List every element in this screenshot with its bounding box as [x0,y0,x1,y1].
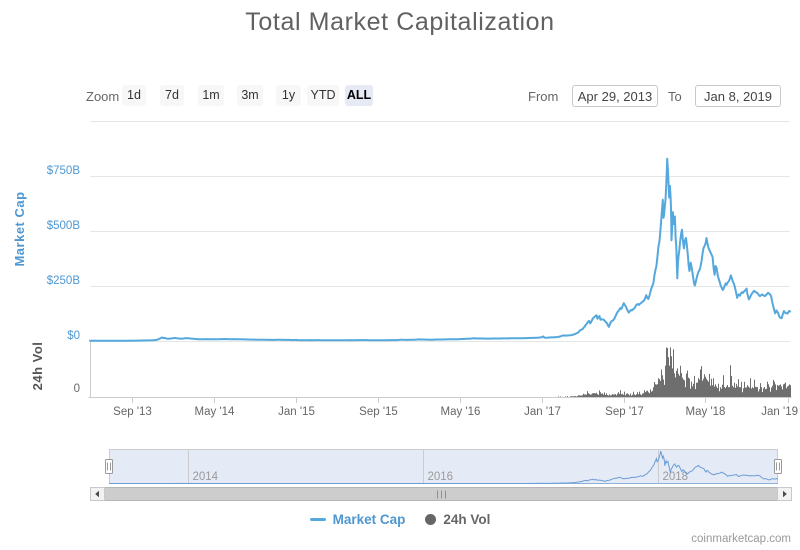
legend-item-market-cap[interactable]: Market Cap [309,512,406,527]
legend: Market Cap 24h Vol [0,512,800,527]
navigator-year-label: 2018 [663,471,689,483]
from-label: From [528,89,559,104]
zoom-button-1y[interactable]: 1y [276,85,301,106]
zoom-button-ytd[interactable]: YTD [307,85,339,106]
scrollbar-arrow-right-icon [783,490,787,498]
y-axis-label: 0 [74,383,80,395]
x-axis-label: Jan '17 [524,406,561,418]
y-axis-title-volume: 24h Vol [30,342,45,391]
x-axis-label: Sep '13 [113,406,152,418]
zoom-label: Zoom [86,89,120,104]
zoom-button-1d[interactable]: 1d [122,85,146,106]
from-date-input[interactable] [572,85,658,107]
y-axis-label: $0 [67,330,80,342]
x-axis-label: May '14 [195,406,236,418]
volume-bars [558,347,791,397]
y-axis-label: $250B [47,275,81,287]
to-label: To [668,89,682,104]
to-date-input[interactable] [695,85,781,107]
handle-grip-icon [774,459,782,474]
navigator-handle-left[interactable] [105,459,113,474]
navigator-year-label: 2016 [428,471,454,483]
x-axis-label: May '18 [686,406,726,418]
x-axis-label: Sep '15 [359,406,398,418]
x-axis-label: May '16 [441,406,481,418]
x-axis-label: Jan '19 [761,406,798,418]
y-axis-title-market-cap: Market Cap [12,191,27,266]
x-axis-label: Sep '17 [605,406,644,418]
navigator-year-label: 2014 [193,471,219,483]
navigator-handle-right[interactable] [774,459,782,474]
zoom-button-3m[interactable]: 3m [237,85,263,106]
zoom-button-all[interactable]: ALL [345,85,373,106]
y-axis-volume: 0 [74,383,80,395]
legend-label-24h-vol: 24h Vol [443,512,491,527]
zoom-button-7d[interactable]: 7d [160,85,184,106]
x-axis-label: Jan '15 [278,406,315,418]
y-axis-label: $750B [47,165,81,177]
chart-title: Total Market Capitalization [245,8,555,36]
y-axis-market-cap: $0 $250B $500B $750B [47,165,81,342]
handle-grip-icon [105,459,113,474]
line-marker-icon [309,518,326,521]
credits-link[interactable]: coinmarketcap.com [691,533,791,545]
zoom-button-1m[interactable]: 1m [198,85,224,106]
legend-item-24h-vol[interactable]: 24h Vol [425,512,490,527]
circle-marker-icon [425,514,437,525]
navigator-line [109,450,779,485]
navigator-mask[interactable] [109,449,778,484]
scrollbar [90,487,792,501]
navigator: 2014 2016 2018 [105,449,782,485]
y-axis-label: $500B [47,220,81,232]
gridlines [90,121,790,342]
scrollbar-arrow-left-icon [95,490,99,498]
legend-label-market-cap: Market Cap [332,512,406,527]
market-cap-line [89,157,791,342]
x-axis: Sep '13 May '14 Jan '15 Sep '15 May '16 Jan '… [113,397,798,418]
